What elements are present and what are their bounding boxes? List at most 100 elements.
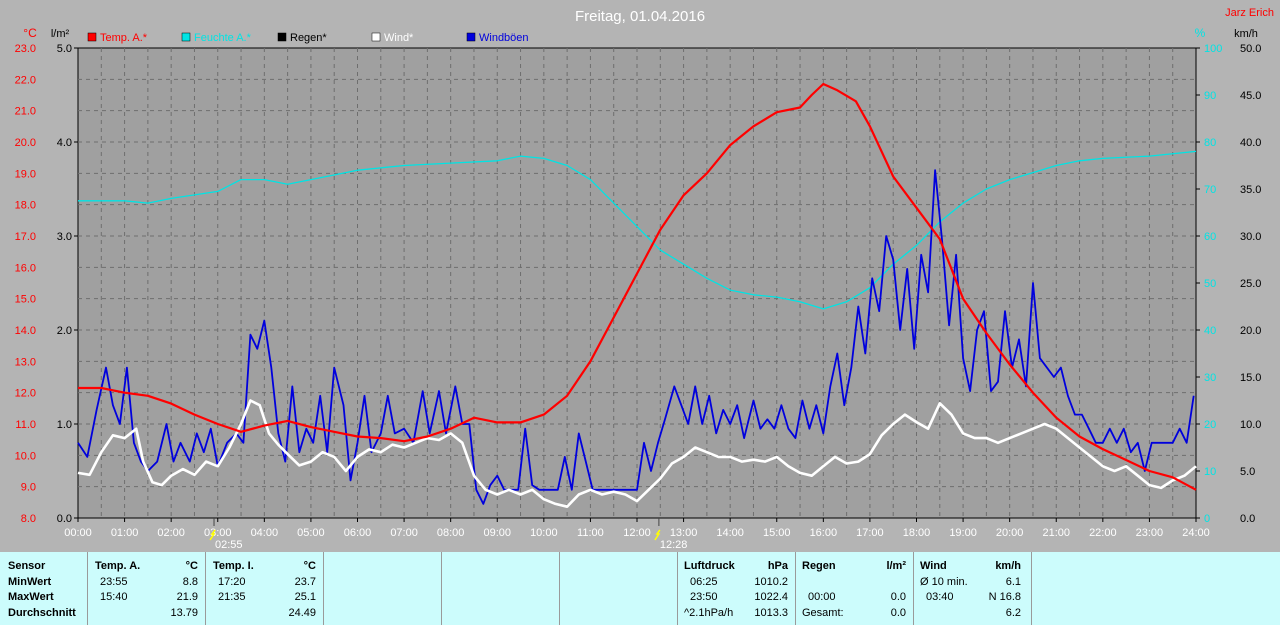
temp-i-min-value: 23.7: [294, 576, 316, 588]
humidity-tick-label: 40: [1204, 325, 1216, 337]
temp-a-min-time: 23:55: [100, 576, 128, 588]
summary-empty-column: [560, 552, 678, 625]
rain-total-value: 0.0: [890, 607, 906, 619]
temp-tick-label: 23.0: [15, 43, 36, 55]
humidity-tick-label: 80: [1204, 137, 1216, 149]
temp-a-max-time: 15:40: [100, 591, 128, 603]
summary-empty-column: [442, 552, 560, 625]
wind-max-value: N 16.8: [988, 591, 1021, 603]
temp-a-header: Temp. A.: [95, 560, 141, 572]
pressure-min-value: 1010.2: [754, 576, 788, 588]
humidity-tick-label: 0: [1204, 513, 1210, 525]
pressure-max-time: 23:50: [690, 591, 718, 603]
time-tick-label: 03:00: [204, 527, 232, 539]
pressure-header: Luftdruck: [684, 560, 735, 572]
pressure-min-time: 06:25: [690, 576, 718, 588]
time-markers: 02:55 12:28: [209, 518, 687, 551]
temp-tick-label: 16.0: [15, 262, 36, 274]
humidity-tick-label: 30: [1204, 372, 1216, 384]
time-tick-label: 07:00: [390, 527, 418, 539]
pressure-trend: ^2.1hPa/h: [684, 607, 734, 619]
time-tick-label: 12:00: [623, 527, 651, 539]
pressure-max-value: 1022.4: [754, 591, 788, 603]
wind-tick-label: 0.0: [1240, 513, 1255, 525]
temp-tick-label: 13.0: [15, 356, 36, 368]
rain-unit: l/m²: [886, 560, 906, 572]
temp-tick-label: 10.0: [15, 450, 36, 462]
time-tick-label: 14:00: [716, 527, 744, 539]
sensor-header: Sensor: [8, 560, 46, 572]
rain-header: Regen: [802, 560, 836, 572]
wind-unit: km/h: [995, 560, 1021, 572]
wind-tick-label: 10.0: [1240, 419, 1261, 431]
grid-lines: [78, 48, 1196, 518]
legend-label: Feuchte A.*: [194, 32, 252, 44]
wind-tick-label: 50.0: [1240, 43, 1261, 55]
rain-tick-label: 4.0: [57, 137, 72, 149]
wind-avg-value: 6.1: [1005, 576, 1021, 588]
wind-axis-unit: km/h: [1234, 28, 1258, 40]
series-wind: [77, 399, 1197, 509]
legend-label: Wind*: [384, 32, 414, 44]
temp-axis-unit: °C: [23, 26, 37, 40]
humidity-tick-label: 10: [1204, 466, 1216, 478]
summary-empty-column: [1032, 552, 1280, 625]
temp-tick-label: 17.0: [15, 231, 36, 243]
legend-swatch: [371, 32, 381, 42]
pressure-avg-value: 1013.3: [754, 607, 788, 619]
wind-avg-label: Ø 10 min.: [920, 576, 968, 588]
rain-tick-label: 3.0: [57, 231, 72, 243]
time-tick-label: 15:00: [763, 527, 791, 539]
wind-tick-label: 35.0: [1240, 184, 1261, 196]
humidity-axis-ticks: 0 10 20 30 40 50 60 70 80 90 100: [1196, 43, 1222, 525]
legend-swatch: [181, 32, 191, 42]
rain-tick-label: 2.0: [57, 325, 72, 337]
time-tick-label: 17:00: [856, 527, 884, 539]
time-tick-label: 08:00: [437, 527, 465, 539]
time-tick-label: 24:00: [1182, 527, 1210, 539]
temp-tick-label: 12.0: [15, 388, 36, 400]
legend-swatch: [277, 32, 287, 42]
summary-pressure-column: Luftdruck hPa 06:25 1010.2 23:50 1022.4 ^2.…: [678, 552, 796, 625]
temp-i-avg-value: 24.49: [288, 607, 316, 619]
humidity-tick-label: 60: [1204, 231, 1216, 243]
summary-temp-a-column: Temp. A. °C 23:55 8.8 15:40 21.9 13.79: [88, 552, 206, 625]
time-tick-label: 11:00: [577, 527, 604, 539]
time-tick-label: 00:00: [64, 527, 92, 539]
legend-label: Windböen: [479, 32, 529, 44]
row-label-max: MaxWert: [8, 591, 54, 603]
time-tick-label: 20:00: [996, 527, 1024, 539]
humidity-tick-label: 70: [1204, 184, 1216, 196]
legend: Temp. A.* Feuchte A.* Regen* Wind* Windböen: [87, 32, 529, 44]
temp-i-header: Temp. I.: [213, 560, 254, 572]
rain-total-label: Gesamt:: [802, 607, 844, 619]
temp-tick-label: 14.0: [15, 325, 36, 337]
time-tick-label: 18:00: [903, 527, 931, 539]
series-feuchte-a: [78, 150, 1197, 310]
time-tick-label: 13:00: [670, 527, 698, 539]
time-axis-ticks: 00:00 01:00 02:00 03:00 04:00 05:00 06:00 07:00…: [64, 518, 1210, 539]
time-tick-label: 01:00: [111, 527, 139, 539]
row-label-avg: Durchschnitt: [8, 607, 76, 619]
rain-tick-label: 1.0: [57, 419, 72, 431]
summary-temp-i-column: Temp. I. °C 17:20 23.7 21:35 25.1 24.49: [206, 552, 324, 625]
temp-a-max-value: 21.9: [176, 591, 198, 603]
legend-label: Temp. A.*: [100, 32, 148, 44]
time-tick-label: 05:00: [297, 527, 325, 539]
time-tick-label: 23:00: [1136, 527, 1164, 539]
wind-tick-label: 40.0: [1240, 137, 1261, 149]
rain-max-time: 00:00: [808, 591, 836, 603]
series-temp-a: [78, 82, 1197, 491]
temp-i-unit: °C: [303, 560, 316, 572]
temp-a-unit: °C: [185, 560, 198, 572]
rain-tick-label: 0.0: [57, 513, 72, 525]
time-tick-label: 16:00: [810, 527, 838, 539]
humidity-axis-unit: %: [1195, 26, 1206, 40]
legend-swatch: [87, 32, 97, 42]
temp-tick-label: 8.0: [21, 513, 36, 525]
temp-i-max-time: 21:35: [218, 591, 246, 603]
time-marker-label: 02:55: [215, 539, 243, 551]
time-tick-label: 19:00: [949, 527, 977, 539]
time-tick-label: 04:00: [251, 527, 279, 539]
time-tick-label: 22:00: [1089, 527, 1117, 539]
